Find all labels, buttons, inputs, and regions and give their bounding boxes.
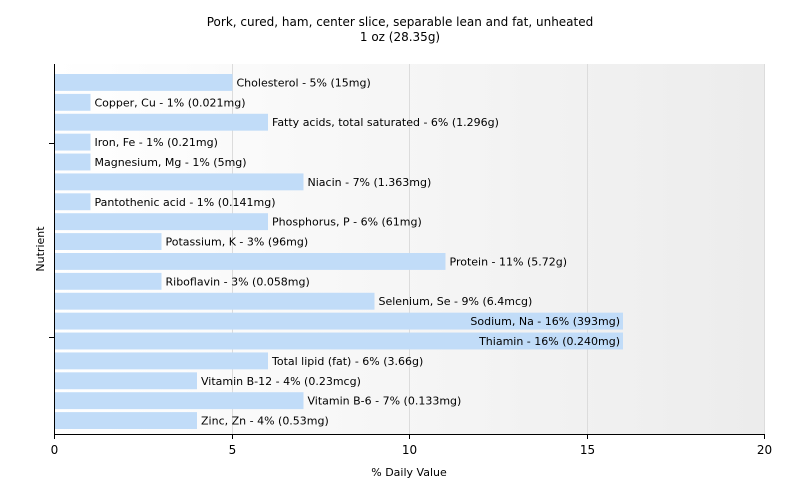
bar-label: Niacin - 7% (1.363mg) [308, 176, 432, 189]
bar-label: Total lipid (fat) - 6% (3.66g) [271, 355, 423, 368]
bar [55, 253, 446, 270]
y-axis-title: Nutrient [34, 226, 47, 272]
bar-label: Sodium, Na - 16% (393mg) [470, 315, 620, 328]
bar [55, 372, 197, 390]
x-tick-label: 15 [580, 443, 595, 457]
bar [55, 193, 91, 211]
bar [55, 213, 268, 231]
axes: 0 5 10 15 20 [49, 64, 772, 457]
bar-label: Selenium, Se - 9% (6.4mcg) [379, 295, 533, 308]
bar [55, 153, 91, 171]
bar-label: Riboflavin - 3% (0.058mg) [166, 275, 310, 288]
bar [55, 312, 623, 330]
bar-label: Copper, Cu - 1% (0.021mg) [95, 96, 246, 109]
bar [55, 272, 162, 290]
bar-label: Thiamin - 16% (0.240mg) [478, 335, 620, 348]
bar [55, 332, 623, 350]
bar-label: Iron, Fe - 1% (0.21mg) [95, 136, 218, 149]
bar [55, 74, 233, 91]
chart-title: Pork, cured, ham, center slice, separabl… [0, 15, 800, 45]
x-tick-label: 10 [402, 443, 417, 457]
bar [55, 352, 268, 370]
bar-label: Vitamin B-12 - 4% (0.23mcg) [201, 375, 361, 388]
x-axis-title: % Daily Value [371, 466, 447, 479]
bar-label: Zinc, Zn - 4% (0.53mg) [201, 415, 329, 428]
bar-label: Phosphorus, P - 6% (61mg) [272, 216, 422, 229]
x-tick-label: 5 [229, 443, 237, 457]
bar-label: Potassium, K - 3% (96mg) [166, 236, 309, 249]
bar [55, 113, 268, 131]
chart-title-line1: Pork, cured, ham, center slice, separabl… [206, 15, 594, 29]
bar [55, 292, 375, 310]
bar-label: Pantothenic acid - 1% (0.141mg) [95, 196, 276, 209]
bar-label: Magnesium, Mg - 1% (5mg) [95, 156, 247, 169]
bar-label: Protein - 11% (5.72g) [450, 255, 568, 268]
bar-label: Vitamin B-6 - 7% (0.133mg) [308, 395, 462, 408]
bar [55, 133, 91, 151]
bars: Cholesterol - 5% (15mg) Copper, Cu - 1% (… [55, 74, 623, 429]
bar [55, 93, 91, 111]
bar [55, 412, 197, 429]
bar-label: Fatty acids, total saturated - 6% (1.296… [272, 116, 499, 129]
bar [55, 173, 304, 191]
chart-subtitle: 1 oz (28.35g) [359, 30, 441, 44]
x-tick-label: 20 [757, 443, 772, 457]
bar [55, 233, 162, 250]
bar [55, 392, 304, 410]
bar-label: Cholesterol - 5% (15mg) [237, 76, 371, 89]
x-tick-label: 0 [51, 443, 59, 457]
